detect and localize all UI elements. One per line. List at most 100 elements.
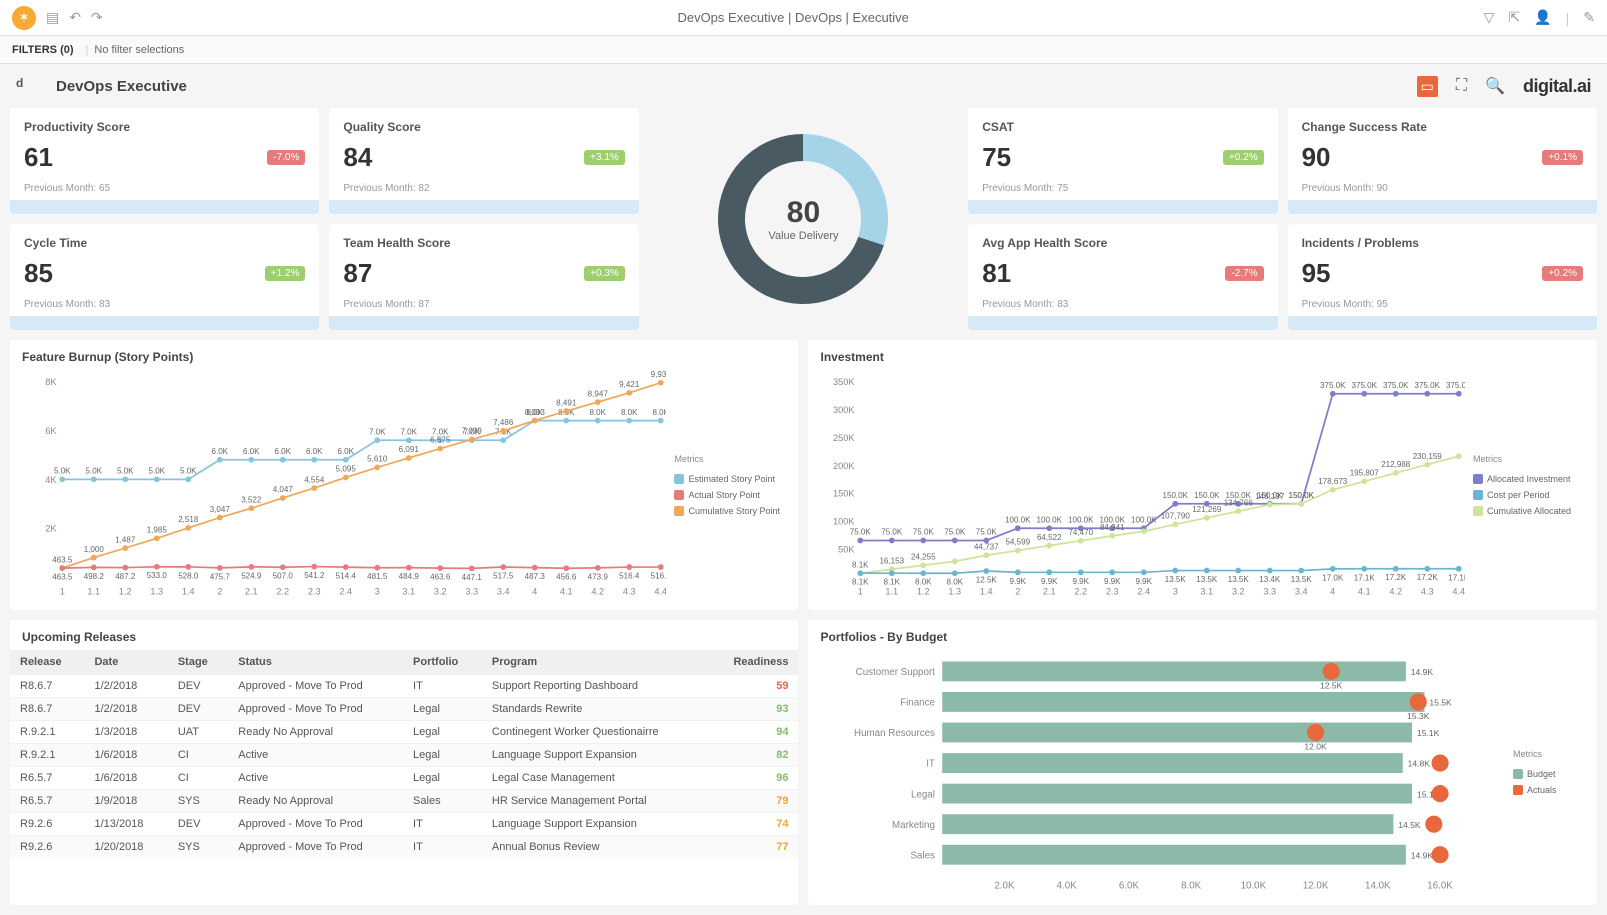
kpi-card: Change Success Rate 90 +0.1% Previous Mo… [1288, 108, 1597, 214]
svg-text:75.0K: 75.0K [976, 528, 998, 537]
table-cell: Language Support Expansion [482, 744, 708, 767]
svg-text:487.3: 487.3 [525, 572, 546, 581]
filter-icon[interactable]: ▽ [1484, 9, 1495, 26]
undo-icon[interactable]: ↶ [69, 9, 81, 26]
svg-text:8.0K: 8.0K [621, 408, 638, 417]
svg-text:3.1: 3.1 [1201, 586, 1214, 596]
table-cell: IT [403, 675, 482, 698]
table-cell: Legal [403, 698, 482, 721]
svg-text:148,197: 148,197 [1256, 492, 1286, 501]
brand-logo: digital.ai [1523, 76, 1591, 97]
svg-text:Legal: Legal [911, 789, 935, 800]
table-row[interactable]: R9.2.61/20/2018SYSApproved - Move To Pro… [10, 836, 798, 859]
user-icon[interactable]: 👤 [1534, 9, 1551, 26]
table-cell: 1/9/2018 [84, 790, 167, 813]
svg-text:463.5: 463.5 [52, 555, 73, 564]
table-header[interactable]: Readiness [708, 650, 799, 675]
legend-item[interactable]: Estimated Story Point [674, 474, 786, 484]
svg-text:5.0K: 5.0K [148, 467, 165, 476]
table-header[interactable]: Program [482, 650, 708, 675]
expand-icon[interactable]: ⛶ [1456, 77, 1467, 95]
svg-text:12.0K: 12.0K [1303, 881, 1329, 892]
table-row[interactable]: R.9.2.11/3/2018UATReady No ApprovalLegal… [10, 721, 798, 744]
table-header[interactable]: Stage [168, 650, 228, 675]
page-title: DevOps Executive [56, 78, 187, 95]
table-header[interactable]: Portfolio [403, 650, 482, 675]
table-cell: SYS [168, 790, 228, 813]
legend-item[interactable]: Actual Story Point [674, 490, 786, 500]
svg-text:4K: 4K [45, 475, 57, 485]
kpi-sparkline [968, 316, 1277, 330]
table-row[interactable]: R8.6.71/2/2018DEVApproved - Move To Prod… [10, 675, 798, 698]
svg-text:150K: 150K [834, 489, 856, 499]
legend-item[interactable]: Cumulative Story Point [674, 506, 786, 516]
svg-text:7,486: 7,486 [493, 418, 514, 427]
search-icon[interactable]: 🔍 [1485, 76, 1505, 96]
svg-text:516.4: 516.4 [619, 572, 640, 581]
table-header[interactable]: Date [84, 650, 167, 675]
svg-text:456.6: 456.6 [556, 573, 577, 582]
kpi-card: Quality Score 84 +3.1% Previous Month: 8… [329, 108, 638, 214]
legend-item[interactable]: Actuals [1513, 785, 1585, 795]
table-header[interactable]: Release [10, 650, 84, 675]
share-icon[interactable]: ⇱ [1508, 9, 1520, 26]
svg-text:6.0K: 6.0K [1119, 881, 1140, 892]
svg-text:16.0K: 16.0K [1428, 881, 1454, 892]
edit-icon[interactable]: ✎ [1583, 9, 1595, 26]
svg-text:3,047: 3,047 [210, 505, 231, 514]
table-header[interactable]: Status [228, 650, 403, 675]
svg-text:8.1K: 8.1K [852, 560, 869, 569]
table-row[interactable]: R6.5.71/9/2018SYSReady No ApprovalSalesH… [10, 790, 798, 813]
svg-text:9,421: 9,421 [619, 380, 640, 389]
legend-item[interactable]: Cost per Period [1473, 490, 1585, 500]
svg-text:8K: 8K [45, 377, 57, 387]
legend-item[interactable]: Allocated Investment [1473, 474, 1585, 484]
svg-text:9.9K: 9.9K [1136, 577, 1153, 586]
svg-text:9.9K: 9.9K [1041, 577, 1058, 586]
svg-text:17.2K: 17.2K [1386, 573, 1408, 582]
kpi-prev: Previous Month: 75 [982, 183, 1263, 194]
svg-text:4,554: 4,554 [304, 475, 325, 484]
svg-text:1.2: 1.2 [119, 586, 132, 596]
svg-text:375.0K: 375.0K [1383, 381, 1409, 390]
contact-card-icon[interactable]: ▭ [1417, 76, 1438, 97]
table-cell: R9.2.6 [10, 813, 84, 836]
chart-legend: MetricsEstimated Story PointActual Story… [666, 370, 786, 600]
redo-icon[interactable]: ↷ [91, 9, 103, 26]
svg-text:5.0K: 5.0K [54, 467, 71, 476]
svg-text:463.6: 463.6 [430, 573, 451, 582]
kpi-delta-badge: +1.2% [265, 266, 306, 281]
svg-text:3.3: 3.3 [465, 586, 478, 596]
legend-item[interactable]: Cumulative Allocated [1473, 506, 1585, 516]
svg-text:200K: 200K [834, 461, 856, 471]
kpi-card: Productivity Score 61 -7.0% Previous Mon… [10, 108, 319, 214]
table-cell: 79 [708, 790, 799, 813]
table-cell: 1/13/2018 [84, 813, 167, 836]
svg-text:2.3: 2.3 [1106, 586, 1119, 596]
svg-text:2.3: 2.3 [308, 586, 321, 596]
table-title: Upcoming Releases [10, 630, 798, 650]
svg-text:9.9K: 9.9K [1073, 577, 1090, 586]
table-cell: R.9.2.1 [10, 721, 84, 744]
svg-text:54,599: 54,599 [1006, 538, 1031, 547]
svg-text:4,047: 4,047 [273, 485, 294, 494]
table-row[interactable]: R6.5.71/6/2018CIActiveLegalLegal Case Ma… [10, 767, 798, 790]
releases-table: Upcoming Releases ReleaseDateStageStatus… [10, 620, 798, 904]
svg-text:2.1: 2.1 [1043, 586, 1056, 596]
table-cell: R.9.2.1 [10, 744, 84, 767]
app-logo[interactable]: ✶ [12, 6, 36, 30]
svg-text:75.0K: 75.0K [882, 528, 904, 537]
svg-text:13.5K: 13.5K [1228, 575, 1250, 584]
svg-text:Marketing: Marketing [892, 820, 935, 831]
table-row[interactable]: R9.2.61/13/2018DEVApproved - Move To Pro… [10, 813, 798, 836]
svg-text:5.0K: 5.0K [180, 467, 197, 476]
sheet-icon[interactable]: ▤ [46, 9, 59, 26]
table-row[interactable]: R8.6.71/2/2018DEVApproved - Move To Prod… [10, 698, 798, 721]
svg-text:14.9K: 14.9K [1411, 667, 1434, 677]
legend-item[interactable]: Budget [1513, 769, 1585, 779]
table-cell: R6.5.7 [10, 790, 84, 813]
svg-text:2.4: 2.4 [339, 586, 352, 596]
table-row[interactable]: R.9.2.11/6/2018CIActiveLegalLanguage Sup… [10, 744, 798, 767]
svg-text:8,947: 8,947 [588, 389, 609, 398]
svg-text:100.0K: 100.0K [1037, 515, 1063, 524]
